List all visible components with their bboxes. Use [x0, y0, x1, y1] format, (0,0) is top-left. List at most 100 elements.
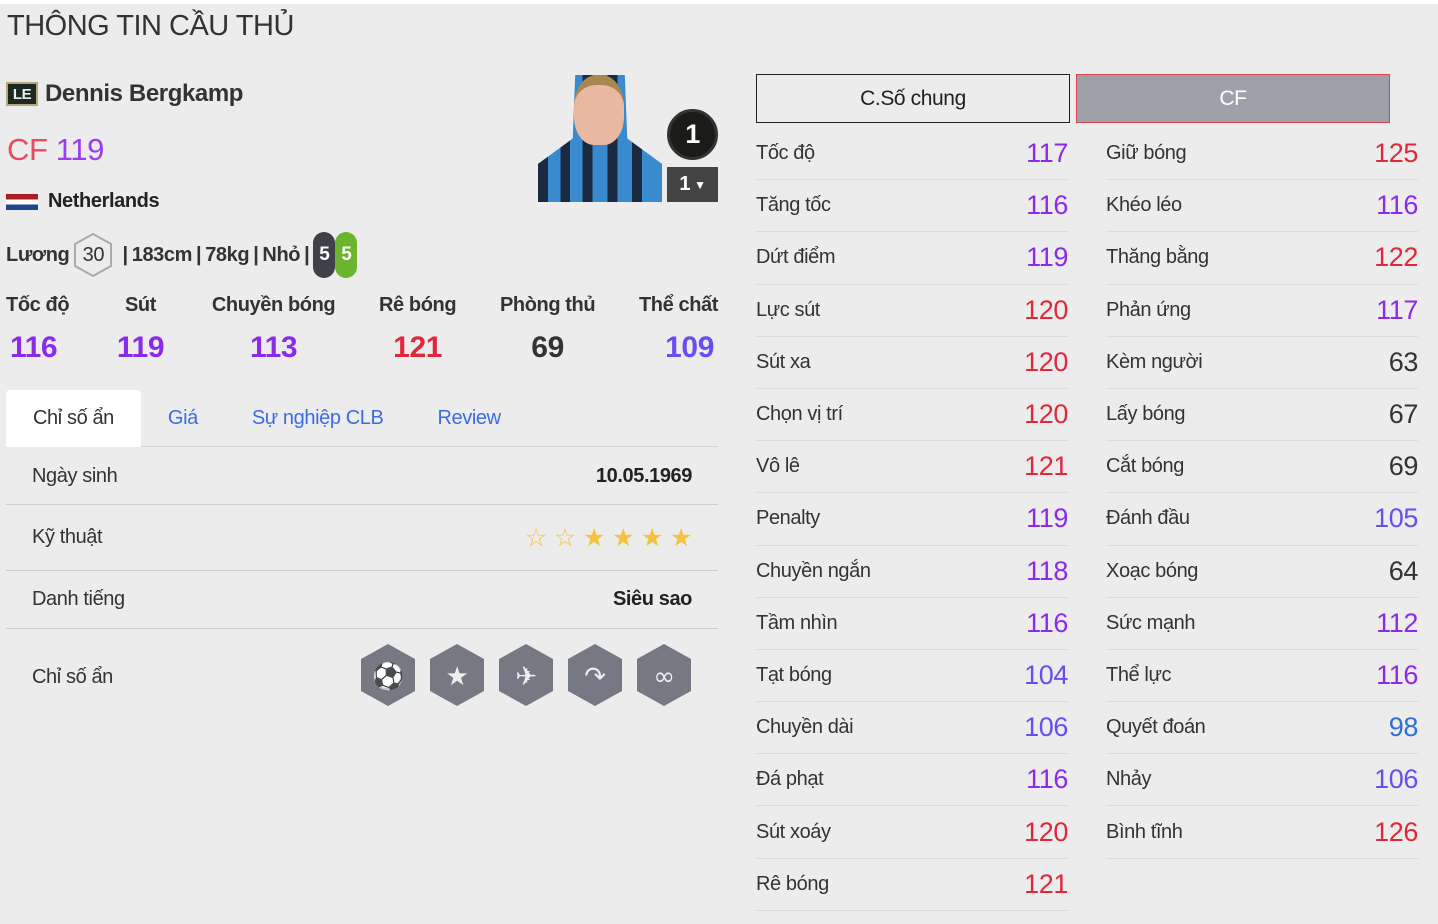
- first-time-shot-icon[interactable]: ✈: [498, 643, 554, 712]
- stat-mode-buttons: C.Số chung CF: [756, 74, 1390, 123]
- stat-value: 116: [1026, 764, 1068, 795]
- summary-label: Thể chất: [638, 294, 718, 316]
- upgrade-level-badge: 1: [667, 109, 718, 160]
- stat-label: Vô lê: [756, 455, 800, 478]
- long-shot-icon[interactable]: ⚽: [360, 643, 416, 712]
- summary-stat: Chuyền bóng 113: [211, 294, 336, 365]
- stat-label: Sức mạnh: [1106, 611, 1196, 634]
- stat-value: 67: [1388, 399, 1419, 430]
- stat-label: Thể lực: [1106, 663, 1172, 686]
- stat-label: Bình tĩnh: [1106, 820, 1183, 843]
- svg-text:↷: ↷: [584, 662, 606, 692]
- stat-value: 120: [1024, 294, 1068, 325]
- stat-label: Tầm nhìn: [756, 611, 838, 634]
- svg-text:∞: ∞: [653, 662, 674, 692]
- stat-row: Sút xoáy 120: [756, 806, 1068, 859]
- stat-row: Sút xa 120: [756, 337, 1068, 389]
- tab-2[interactable]: Sự nghiệp CLB: [251, 407, 384, 429]
- tab-3[interactable]: Review: [437, 407, 501, 429]
- stat-row: Nhảy 106: [1106, 754, 1418, 807]
- body-type: Nhỏ: [262, 243, 301, 266]
- level-select[interactable]: 1 ▼: [667, 167, 718, 202]
- tab-0[interactable]: Chỉ số ẩn: [6, 390, 141, 447]
- svg-text:✈: ✈: [515, 662, 536, 692]
- stat-label: Dứt điểm: [756, 246, 836, 269]
- summary-value: 69: [531, 331, 564, 364]
- overall: 119: [55, 132, 105, 167]
- tab-1[interactable]: Giá: [167, 407, 198, 429]
- stat-label: Phản ứng: [1106, 298, 1191, 321]
- stats-column-left: Tốc độ 117 Tăng tốc 116 Dứt điểm 119 Lực sút 12…: [756, 128, 1068, 911]
- stat-value: 121: [1024, 868, 1068, 899]
- stat-value: 106: [1374, 764, 1418, 795]
- stat-row: Lực sút 120: [756, 285, 1068, 337]
- stat-row: Vô lê 121: [756, 441, 1068, 494]
- stat-row: Chuyền ngắn 118: [756, 546, 1068, 598]
- salary-label: Lương: [6, 243, 70, 266]
- stat-row: Quyết đoán 98: [1106, 702, 1418, 755]
- stat-value: 122: [1374, 242, 1418, 273]
- stat-label: Chuyền ngắn: [756, 559, 871, 582]
- skill-row: Kỹ thuật ☆ ☆ ★ ★ ★ ★: [6, 505, 718, 571]
- reputation: Siêu sao: [612, 588, 692, 610]
- reputation-row: Danh tiếng Siêu sao: [6, 571, 718, 629]
- stat-label: Cắt bóng: [1106, 455, 1184, 478]
- summary-label: Phòng thủ: [499, 294, 596, 316]
- stat-label: Lấy bóng: [1106, 403, 1186, 426]
- stat-value: 116: [1026, 190, 1068, 221]
- star-player-icon[interactable]: ★: [429, 643, 485, 712]
- stat-label: Lực sút: [756, 298, 820, 321]
- position-rating: CF 119: [7, 132, 104, 168]
- stat-value: 117: [1376, 294, 1418, 325]
- stat-row: Dứt điểm 119: [756, 232, 1068, 285]
- stat-row: Chuyền dài 106: [756, 702, 1068, 755]
- player-photo-face: [574, 75, 624, 145]
- stat-row: Penalty 119: [756, 493, 1068, 546]
- summary-stat: Rê bóng 121: [379, 294, 457, 365]
- stat-row: Chọn vị trí 120: [756, 389, 1068, 442]
- stat-value: 116: [1376, 190, 1418, 221]
- stat-label: Nhảy: [1106, 768, 1152, 791]
- stat-label: Sút xa: [756, 350, 811, 373]
- player-name-row: LE Dennis Bergkamp: [6, 80, 243, 108]
- height: 183cm: [131, 243, 193, 266]
- stat-row: Phản ứng 117: [1106, 285, 1418, 337]
- stat-value: 106: [1024, 712, 1068, 743]
- summary-stat: Sút 119: [113, 294, 168, 365]
- stat-row: Tạt bóng 104: [756, 650, 1068, 703]
- stat-value: 117: [1026, 138, 1068, 169]
- stat-row: Đá phạt 116: [756, 754, 1068, 807]
- position: CF: [7, 132, 48, 167]
- svg-text:★: ★: [446, 662, 469, 692]
- star-empty-icon: ☆: [553, 523, 576, 552]
- summary-label: Chuyền bóng: [211, 294, 336, 316]
- stat-value: 120: [1024, 399, 1068, 430]
- star-filled-icon: ★: [582, 523, 605, 552]
- strong-foot-icon: 5: [335, 232, 358, 278]
- stat-label: Rê bóng: [756, 872, 829, 895]
- player-meta: Lương 30 | 183cm | 78kg | Nhỏ | 5 5: [6, 232, 358, 278]
- stat-row: Đánh đầu 105: [1106, 493, 1418, 546]
- stat-row: Tầm nhìn 116: [756, 598, 1068, 650]
- stat-value: 119: [1026, 503, 1068, 534]
- skill-stars: ☆ ☆ ★ ★ ★ ★: [518, 523, 692, 553]
- stat-row: Lấy bóng 67: [1106, 389, 1419, 442]
- stat-row: Kèm người 63: [1106, 337, 1418, 389]
- star-filled-icon: ★: [611, 523, 634, 552]
- stat-value: 116: [1026, 607, 1068, 638]
- general-stats-button[interactable]: C.Số chung: [756, 74, 1070, 123]
- summary-label: Tốc độ: [6, 294, 70, 316]
- stat-label: Sút xoáy: [756, 820, 831, 843]
- stat-label: Chuyền dài: [756, 716, 854, 739]
- stat-row: Tăng tốc 116: [756, 180, 1068, 233]
- stat-label: Quyết đoán: [1106, 716, 1206, 739]
- position-stats-button[interactable]: CF: [1076, 74, 1390, 123]
- finesse-shot-icon[interactable]: ↷: [567, 643, 623, 712]
- netherlands-flag-icon: [6, 193, 38, 210]
- summary-value: 121: [393, 331, 443, 364]
- stat-row: Tốc độ 117: [756, 128, 1068, 181]
- stat-label: Tốc độ: [756, 142, 815, 165]
- summary-stat: Thể chất 109: [639, 294, 718, 365]
- star-filled-icon: ★: [640, 523, 663, 552]
- dribbler-icon[interactable]: ∞: [636, 643, 692, 712]
